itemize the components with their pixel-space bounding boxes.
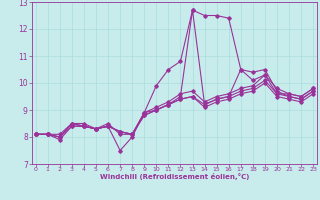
X-axis label: Windchill (Refroidissement éolien,°C): Windchill (Refroidissement éolien,°C): [100, 173, 249, 180]
